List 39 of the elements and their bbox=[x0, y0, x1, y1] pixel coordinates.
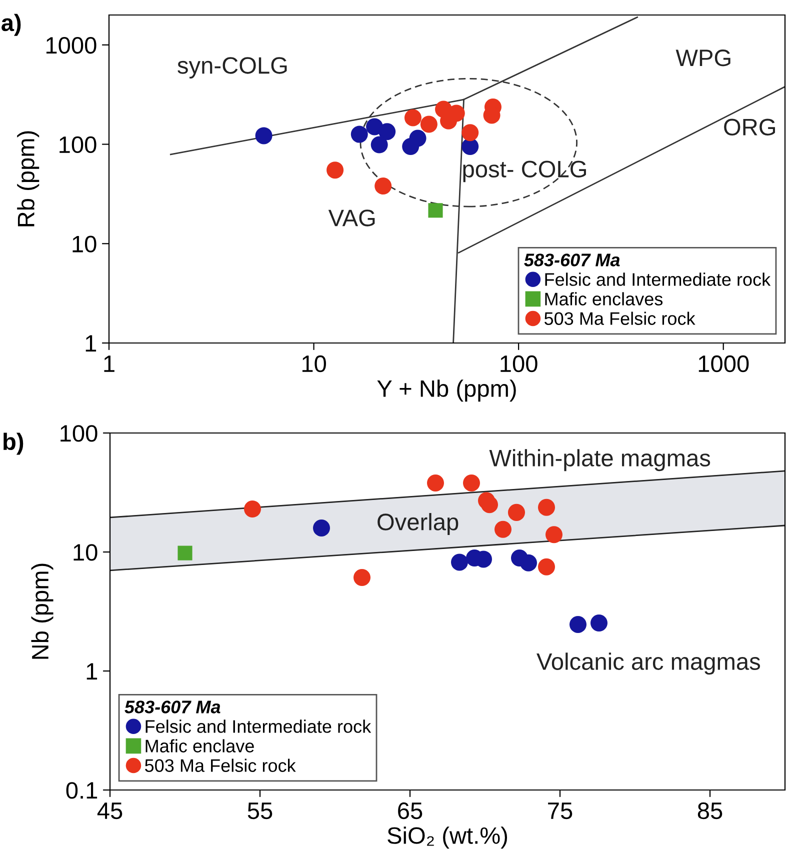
y-tick-label: 0.1 bbox=[66, 782, 98, 799]
chart-title: b) bbox=[4, 432, 24, 455]
legend-title: 583-607 Ma bbox=[124, 700, 220, 714]
y-tick-label: 1 bbox=[86, 335, 96, 352]
x-tick-label: 55 bbox=[248, 802, 272, 820]
legend-label: 503 Ma Felsic rock bbox=[544, 312, 696, 325]
legend-label: Felsic and Intermediate rock bbox=[545, 272, 771, 286]
x-tick-label: 1000 bbox=[698, 355, 749, 372]
y-tick-label: 1 bbox=[86, 663, 98, 680]
annotation: ORG bbox=[724, 118, 775, 136]
legend-label: Mafic enclaves bbox=[545, 292, 663, 306]
annotation: VAG bbox=[328, 210, 375, 226]
y-axis-title: Nb (ppm) bbox=[31, 564, 54, 659]
x-tick-label: 10 bbox=[302, 355, 326, 372]
x-tick-label: 85 bbox=[698, 802, 722, 820]
x-tick-label: 100 bbox=[500, 355, 538, 372]
chart-title: a) bbox=[2, 14, 21, 36]
annotation: Volcanic arc magmas bbox=[536, 652, 760, 675]
legend-label: Mafic enclave bbox=[146, 739, 254, 752]
legend-title: 583-607 Ma bbox=[524, 254, 620, 266]
annotation: post- COLG bbox=[463, 160, 586, 182]
x-axis-title: SiO₂ (wt.%) bbox=[388, 826, 508, 849]
x-tick-label: 65 bbox=[398, 802, 422, 820]
legend-label: 503 Ma Felsic rock bbox=[145, 758, 296, 772]
x-axis-title: Y + Nb (ppm) bbox=[377, 380, 516, 402]
x-tick-label: 1 bbox=[104, 356, 114, 372]
annotation: Within-plate magmas bbox=[489, 449, 710, 472]
y-tick-label: 10 bbox=[74, 544, 98, 561]
y-tick-label: 100 bbox=[60, 136, 96, 154]
y-tick-label: 100 bbox=[60, 425, 98, 442]
annotation: Overlap bbox=[378, 513, 458, 536]
annotation: syn-COLG bbox=[178, 57, 287, 78]
y-axis-title: Rb (ppm) bbox=[17, 131, 40, 226]
annotation: WPG bbox=[676, 50, 730, 66]
y-tick-label: 1000 bbox=[46, 36, 96, 54]
y-tick-label: 10 bbox=[72, 236, 96, 252]
x-tick-label: 45 bbox=[97, 802, 122, 820]
x-tick-label: 75 bbox=[548, 802, 572, 820]
legend-label: Felsic and Intermediate rock bbox=[146, 720, 372, 733]
